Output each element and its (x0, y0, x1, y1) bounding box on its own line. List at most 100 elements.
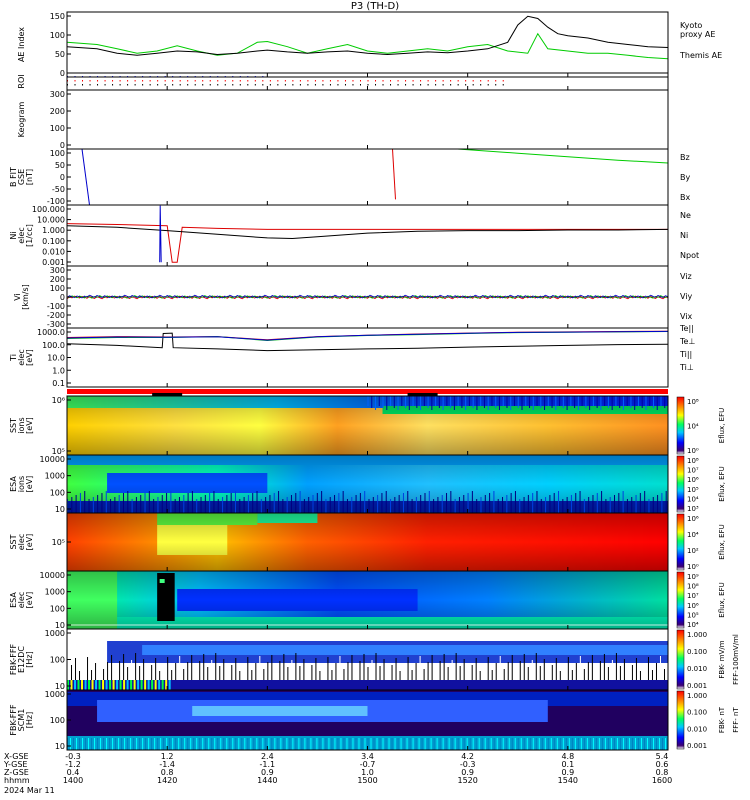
fbk-scm1-stripe (532, 738, 534, 750)
fbk-e12dc-stripe (647, 657, 649, 680)
fbk-scm1-stripe (604, 738, 606, 750)
roi-dot (254, 80, 256, 82)
colorbar-tick: 10⁵ (687, 611, 699, 619)
fbk-scm1-stripe (631, 738, 633, 750)
fbk-e12dc-low-cell (133, 680, 136, 690)
fbk-scm1-stripe (616, 738, 618, 750)
esa-ions-stripe (411, 499, 413, 513)
sst-ions-stripe (472, 396, 474, 408)
esa-ions-stripe (157, 497, 159, 513)
fbk-e12dc-stripe (567, 657, 569, 680)
fbk-e12dc-stripe (311, 665, 313, 680)
fbk-e12dc-stripe (183, 669, 185, 680)
fbk-e12dc-stripe (491, 670, 493, 680)
colorbar-tick: 10⁴ (687, 531, 699, 539)
sst-ions-stripe (581, 396, 583, 406)
colorbar-esa_e (676, 571, 685, 629)
fbk-scm1-stripe (487, 738, 489, 750)
fbk-e12dc-stripe (167, 657, 169, 680)
fbk-scm1-stripe (607, 738, 609, 750)
fbk-scm1-stripe (640, 738, 642, 750)
sst-ions-stripe (585, 396, 587, 408)
fbk-scm1-stripe (208, 738, 210, 750)
sst-ions-stripe (660, 396, 662, 406)
colorbar-tick: 10⁹ (687, 573, 699, 581)
fbk-scm1-stripe (166, 738, 168, 750)
sst-ions-stripe (566, 396, 568, 410)
time-tick-label: 1520 (457, 776, 477, 785)
colorbar-tick: 10⁴ (687, 621, 699, 629)
roi-dot (134, 84, 136, 86)
esa-ions-stripe (463, 495, 465, 513)
sst-ions-stripe (525, 396, 527, 406)
fbk-scm1-stripe (388, 738, 390, 750)
fbk-e12dc-stripe (327, 657, 329, 680)
fbk-e12dc-stripe (271, 655, 273, 680)
fbk-scm1-stripe (136, 738, 138, 750)
fbk-scm1-stripe (424, 738, 426, 750)
esa-ions-stripe (441, 495, 443, 513)
ylabel-roi: ROI (17, 74, 26, 88)
roi-dot (299, 84, 301, 86)
esa-ions-stripe (118, 495, 120, 513)
roi-dot (112, 80, 114, 82)
sst-ions-stripe (382, 396, 384, 408)
fbk-e12dc-low-cell (81, 680, 84, 690)
ephemeris-z: 0.8 (656, 768, 669, 777)
fbk-scm1-stripe (502, 738, 504, 750)
fbk-e12dc-stripe (387, 672, 389, 680)
fbk-e12dc-low-cell (84, 680, 87, 690)
esa-ions-stripe (407, 491, 409, 513)
ephemeris-x: 4.2 (461, 752, 474, 761)
ephemeris-z: 1.0 (361, 768, 374, 777)
fbk-scm1-stripe (526, 738, 528, 750)
sst-ions-stripe (615, 396, 617, 406)
esa-ions-stripe (243, 497, 245, 513)
esa-ions-stripe (222, 497, 224, 513)
esa-ions-stripe (390, 499, 392, 513)
sst-ions-stripe (510, 396, 512, 410)
esa-ions-stripe (79, 493, 81, 513)
sst-ions-stripe (498, 396, 500, 410)
fbk-scm1-stripe (415, 738, 417, 750)
sst-ions-stripe (431, 396, 433, 410)
ytick-label: 10 (55, 682, 65, 691)
fbk-e12dc-stripe (607, 667, 609, 680)
sst-ions-stripe (405, 396, 407, 408)
fbk-scm1-stripe (358, 738, 360, 750)
roi-dot (157, 80, 159, 82)
colorbar-label: FBK- mV/m (718, 640, 726, 678)
ytick-label: 0 (60, 293, 65, 302)
fbk-e12dc-stripe (383, 659, 385, 680)
fbk-e12dc-stripe (119, 661, 121, 680)
fbk-e12dc-stripe (599, 661, 601, 680)
esa-ions-stripe (88, 499, 90, 513)
fbk-e12dc-stripe (179, 656, 181, 680)
roi-dot (382, 84, 384, 86)
series-line-themisae (66, 15, 669, 56)
fbk-e12dc-stripe (331, 670, 333, 680)
roi-dot (487, 80, 489, 82)
fbk-e12dc-stripe (75, 658, 77, 680)
esa-ions-stripe (368, 499, 370, 513)
roi-dot (487, 84, 489, 86)
roi-dot (224, 80, 226, 82)
fbk-e12dc-stripe (227, 672, 229, 680)
fbk-scm1-stripe (505, 738, 507, 750)
fbk-e12dc-stripe (543, 659, 545, 680)
roi-dot (435, 80, 437, 82)
sst-ions-stripe (652, 396, 654, 408)
panel-frame-keogram (66, 89, 669, 150)
roi-dot (390, 84, 392, 86)
fbk-scm1-stripe (391, 738, 393, 750)
fbk-scm1-stripe (76, 738, 78, 750)
fbk-scm1-stripe (220, 738, 222, 750)
esa-ions-stripe (127, 491, 129, 513)
sst-ions-stripe (600, 396, 602, 410)
esa-ions-stripe (321, 491, 323, 513)
fbk-scm1-stripe (664, 738, 666, 750)
esa-ions-stripe (583, 499, 585, 513)
esa-ions-stripe (187, 493, 189, 513)
esa-ions-stripe (170, 491, 172, 513)
roi-dot (254, 84, 256, 86)
